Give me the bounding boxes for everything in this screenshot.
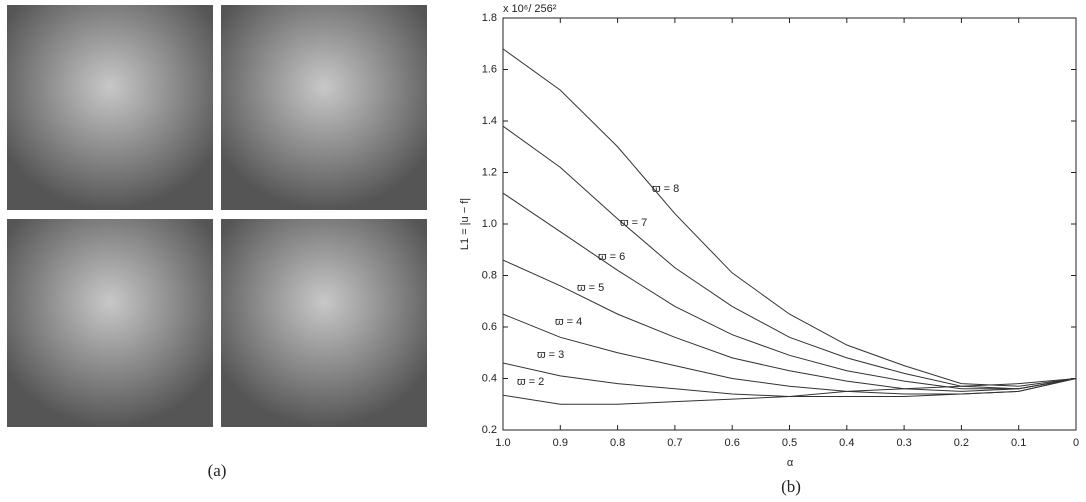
series-line	[502, 125, 1077, 390]
x-tick-label: 0.4	[839, 437, 854, 449]
x-tick-label: 1.0	[495, 437, 510, 449]
photo	[7, 219, 213, 427]
caption: (a)	[208, 461, 227, 480]
y-tick-label: 0.6	[482, 321, 497, 333]
axis-multiplier: x 10⁶/ 256²	[503, 3, 557, 15]
y-tick-label: 0.4	[482, 372, 497, 384]
x-tick-label: 0.1	[1011, 437, 1026, 449]
series-line	[502, 48, 1077, 387]
series-line	[502, 259, 1077, 392]
x-tick-label: 0.3	[896, 437, 911, 449]
y-tick-label: 1.4	[482, 115, 497, 127]
x-tick-label: 0	[1073, 437, 1079, 449]
x-tick-label: 0.2	[954, 437, 969, 449]
y-tick-label: 0.2	[482, 424, 497, 436]
photo	[221, 219, 427, 427]
y-tick-label: 1.8	[482, 12, 497, 24]
y-tick-label: 1.2	[482, 166, 497, 178]
caption: (b)	[781, 477, 801, 496]
series-line	[502, 313, 1077, 395]
x-tick-label: 0.9	[553, 437, 568, 449]
x-tick-label: 0.5	[782, 437, 797, 449]
y-axis-label: L1 = |u − f|	[459, 198, 471, 250]
x-tick-label: 0.7	[667, 437, 682, 449]
x-tick-label: 0.8	[610, 437, 625, 449]
series-label: ϖ = 4	[555, 316, 582, 328]
series-label: ϖ = 2	[517, 376, 544, 388]
series-line	[502, 192, 1077, 390]
y-tick-label: 1.6	[482, 63, 497, 75]
y-tick-label: 1.0	[482, 218, 497, 230]
series-line	[502, 378, 1077, 405]
x-axis-label: α	[787, 457, 794, 469]
x-tick-label: 0.6	[725, 437, 740, 449]
photo-panel	[7, 5, 427, 427]
series-line	[502, 362, 1077, 398]
series-label: ϖ = 3	[537, 349, 564, 361]
y-tick-label: 0.8	[482, 269, 497, 281]
series-label: ϖ = 5	[577, 282, 604, 294]
series-label: ϖ = 8	[652, 183, 679, 195]
plot-frame	[502, 17, 1077, 431]
photo	[7, 5, 213, 210]
series-label: ϖ = 6	[598, 251, 625, 263]
photo	[221, 5, 427, 210]
series-label: ϖ = 7	[620, 217, 647, 229]
